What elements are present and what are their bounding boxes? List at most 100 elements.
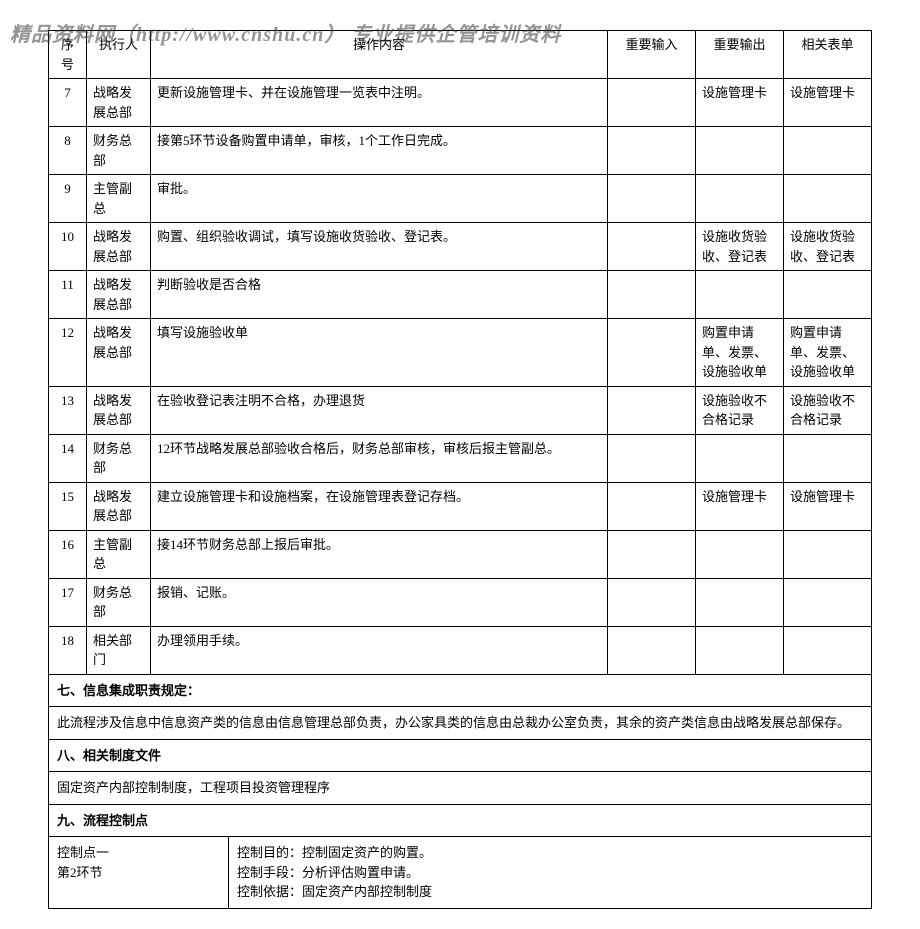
- section9-title: 九、流程控制点: [49, 804, 872, 837]
- cell-operation: 购置、组织验收调试，填写设施收货验收、登记表。: [151, 223, 608, 271]
- cell-seq: 11: [49, 271, 87, 319]
- cell-executor: 财务总部: [87, 434, 151, 482]
- section7-title: 七、信息集成职责规定：: [49, 675, 872, 707]
- section8-title: 八、相关制度文件: [49, 739, 872, 772]
- table-row: 14财务总部12环节战略发展总部验收合格后，财务总部审核，审核后报主管副总。: [49, 434, 872, 482]
- cell-executor: 战略发展总部: [87, 319, 151, 387]
- cell-operation: 建立设施管理卡和设施档案，在设施管理表登记存档。: [151, 482, 608, 530]
- cell-form: [784, 578, 872, 626]
- cell-executor: 战略发展总部: [87, 482, 151, 530]
- table-row: 9主管副总审批。: [49, 175, 872, 223]
- cell-output: 设施验收不合格记录: [696, 386, 784, 434]
- cell-form: 设施管理卡: [784, 482, 872, 530]
- cell-form: 购置申请单、发票、设施验收单: [784, 319, 872, 387]
- document-container: 序号 执行人 操作内容 重要输入 重要输出 相关表单 7战略发展总部更新设施管理…: [0, 0, 920, 929]
- cell-output: 购置申请单、发票、设施验收单: [696, 319, 784, 387]
- control-point-label: 控制点一 第2环节: [49, 837, 229, 908]
- cell-form: [784, 175, 872, 223]
- cell-operation: 判断验收是否合格: [151, 271, 608, 319]
- table-row: 8财务总部接第5环节设备购置申请单，审核，1个工作日完成。: [49, 127, 872, 175]
- cell-form: [784, 271, 872, 319]
- cell-seq: 8: [49, 127, 87, 175]
- cell-output: 设施管理卡: [696, 482, 784, 530]
- cell-output: 设施收货验收、登记表: [696, 223, 784, 271]
- cell-form: 设施收货验收、登记表: [784, 223, 872, 271]
- cell-executor: 主管副总: [87, 530, 151, 578]
- table-body: 7战略发展总部更新设施管理卡、并在设施管理一览表中注明。设施管理卡设施管理卡8财…: [49, 79, 872, 675]
- cell-operation: 在验收登记表注明不合格，办理退货: [151, 386, 608, 434]
- cell-input: [608, 386, 696, 434]
- cell-operation: 审批。: [151, 175, 608, 223]
- cell-operation: 报销、记账。: [151, 578, 608, 626]
- cell-form: 设施验收不合格记录: [784, 386, 872, 434]
- cell-seq: 18: [49, 626, 87, 674]
- table-row: 17财务总部报销、记账。: [49, 578, 872, 626]
- cell-executor: 战略发展总部: [87, 223, 151, 271]
- cell-output: [696, 127, 784, 175]
- section8-content: 固定资产内部控制制度，工程项目投资管理程序: [49, 772, 872, 805]
- cell-input: [608, 434, 696, 482]
- table-row: 16主管副总接14环节财务总部上报后审批。: [49, 530, 872, 578]
- table-row: 11战略发展总部判断验收是否合格: [49, 271, 872, 319]
- cell-form: 设施管理卡: [784, 79, 872, 127]
- cell-output: [696, 175, 784, 223]
- cell-form: [784, 626, 872, 674]
- cell-input: [608, 223, 696, 271]
- table-row: 18相关部门办理领用手续。: [49, 626, 872, 674]
- header-seq: 序号: [49, 31, 87, 79]
- cell-executor: 主管副总: [87, 175, 151, 223]
- section7-table: 七、信息集成职责规定： 此流程涉及信息中信息资产类的信息由信息管理总部负责，办公…: [48, 675, 872, 838]
- cell-operation: 接第5环节设备购置申请单，审核，1个工作日完成。: [151, 127, 608, 175]
- cell-executor: 财务总部: [87, 578, 151, 626]
- table-row: 15战略发展总部建立设施管理卡和设施档案，在设施管理表登记存档。 设施管理卡设施管…: [49, 482, 872, 530]
- cell-seq: 12: [49, 319, 87, 387]
- cell-seq: 17: [49, 578, 87, 626]
- cell-input: [608, 175, 696, 223]
- header-executor: 执行人: [87, 31, 151, 79]
- header-output: 重要输出: [696, 31, 784, 79]
- process-table: 序号 执行人 操作内容 重要输入 重要输出 相关表单 7战略发展总部更新设施管理…: [48, 30, 872, 675]
- cell-form: [784, 434, 872, 482]
- cell-seq: 16: [49, 530, 87, 578]
- cell-input: [608, 271, 696, 319]
- table-row: 13战略发展总部在验收登记表注明不合格，办理退货 设施验收不合格记录设施验收不合格…: [49, 386, 872, 434]
- table-row: 7战略发展总部更新设施管理卡、并在设施管理一览表中注明。 设施管理卡设施管理卡: [49, 79, 872, 127]
- cell-output: [696, 626, 784, 674]
- header-row: 序号 执行人 操作内容 重要输入 重要输出 相关表单: [49, 31, 872, 79]
- cell-output: [696, 530, 784, 578]
- control-point-detail: 控制目的：控制固定资产的购置。 控制手段：分析评估购置申请。 控制依据：固定资产…: [229, 837, 872, 908]
- cell-input: [608, 626, 696, 674]
- control-point-table: 控制点一 第2环节 控制目的：控制固定资产的购置。 控制手段：分析评估购置申请。…: [48, 837, 872, 909]
- cell-seq: 13: [49, 386, 87, 434]
- cell-input: [608, 127, 696, 175]
- cell-input: [608, 79, 696, 127]
- cell-output: [696, 578, 784, 626]
- cell-output: [696, 271, 784, 319]
- cell-seq: 10: [49, 223, 87, 271]
- cell-seq: 15: [49, 482, 87, 530]
- table-row: 10战略发展总部购置、组织验收调试，填写设施收货验收、登记表。 设施收货验收、登记…: [49, 223, 872, 271]
- cell-form: [784, 127, 872, 175]
- cell-output: [696, 434, 784, 482]
- cell-executor: 战略发展总部: [87, 271, 151, 319]
- cell-operation: 接14环节财务总部上报后审批。: [151, 530, 608, 578]
- cell-operation: 填写设施验收单: [151, 319, 608, 387]
- cell-seq: 14: [49, 434, 87, 482]
- header-input: 重要输入: [608, 31, 696, 79]
- section7-content: 此流程涉及信息中信息资产类的信息由信息管理总部负责，办公家具类的信息由总裁办公室…: [49, 707, 872, 740]
- table-row: 12战略发展总部填写设施验收单 购置申请单、发票、设施验收单购置申请单、发票、设施…: [49, 319, 872, 387]
- cell-input: [608, 319, 696, 387]
- cell-operation: 12环节战略发展总部验收合格后，财务总部审核，审核后报主管副总。: [151, 434, 608, 482]
- cell-seq: 9: [49, 175, 87, 223]
- cell-executor: 财务总部: [87, 127, 151, 175]
- cell-seq: 7: [49, 79, 87, 127]
- cell-operation: 更新设施管理卡、并在设施管理一览表中注明。: [151, 79, 608, 127]
- cell-input: [608, 578, 696, 626]
- header-form: 相关表单: [784, 31, 872, 79]
- cell-executor: 相关部门: [87, 626, 151, 674]
- cell-input: [608, 482, 696, 530]
- cell-input: [608, 530, 696, 578]
- cell-output: 设施管理卡: [696, 79, 784, 127]
- cell-executor: 战略发展总部: [87, 386, 151, 434]
- cell-executor: 战略发展总部: [87, 79, 151, 127]
